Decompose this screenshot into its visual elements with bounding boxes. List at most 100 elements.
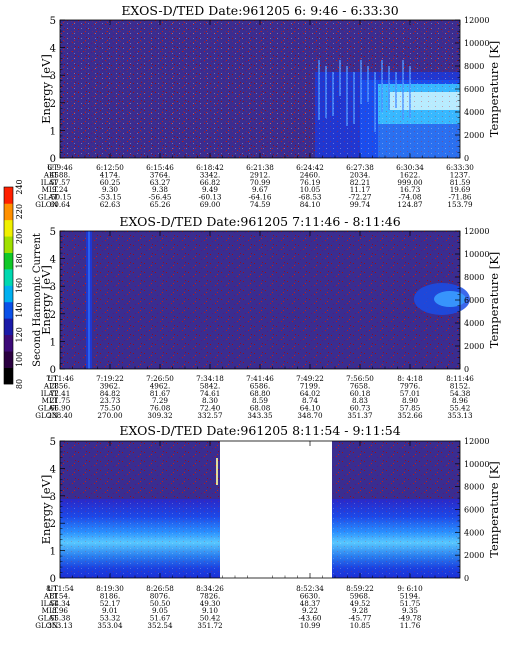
table-cell: 8.96 bbox=[452, 396, 468, 405]
table-cell: 6586. bbox=[250, 381, 271, 390]
table-cell: 57.85 bbox=[400, 404, 421, 413]
row-label: ALT bbox=[43, 381, 58, 390]
y2-tick-label: 2000 bbox=[464, 342, 484, 351]
table-cell: 8.74 bbox=[302, 396, 318, 405]
y-tick-label: 4 bbox=[50, 44, 56, 55]
table-cell: -68.53 bbox=[298, 193, 321, 202]
table-cell: 332.57 bbox=[197, 411, 223, 420]
table-cell: 3962. bbox=[100, 381, 121, 390]
panel-2: EXOS-D/TED Date:961205 7:11:46 - 8:11:46… bbox=[35, 214, 501, 420]
table-cell: 57.57 bbox=[50, 178, 71, 187]
table-cell: 53.32 bbox=[100, 614, 121, 623]
table-cell: 7:49:22 bbox=[296, 374, 324, 383]
table-cell: 84.82 bbox=[100, 389, 121, 398]
table-cell: 8.96 bbox=[52, 606, 68, 615]
table-cell: 51.67 bbox=[150, 614, 171, 623]
table-cell: 8.30 bbox=[202, 396, 218, 405]
row-label: ILAT bbox=[41, 389, 58, 398]
table-cell: 351.72 bbox=[197, 621, 222, 630]
table-cell: 66.90 bbox=[50, 404, 71, 413]
spectrogram bbox=[60, 441, 460, 578]
table-cell: 6:24:42 bbox=[296, 163, 324, 172]
y-tick-label: 0 bbox=[50, 365, 56, 376]
table-cell: 7:56:50 bbox=[346, 374, 374, 383]
colorbar-tick-label: 80 bbox=[15, 379, 24, 389]
table-cell: 2460. bbox=[300, 170, 321, 179]
table-cell: 8:34:26 bbox=[196, 584, 224, 593]
colorbar-cell bbox=[4, 187, 13, 204]
y-tick-label: 1 bbox=[50, 337, 56, 348]
table-cell: -60.13 bbox=[198, 193, 221, 202]
table-cell: 5968. bbox=[350, 591, 371, 600]
table-cell: 9.24 bbox=[52, 185, 68, 194]
table-cell: 74.61 bbox=[200, 389, 221, 398]
table-cell: 48.37 bbox=[300, 599, 321, 608]
colorbar-cell bbox=[4, 269, 13, 286]
table-cell: 64.02 bbox=[300, 389, 321, 398]
table-cell: 6:33:30 bbox=[446, 163, 474, 172]
table-cell: 60.18 bbox=[350, 389, 371, 398]
y2-tick-label: 4000 bbox=[464, 528, 484, 537]
table-cell: -49.78 bbox=[398, 614, 421, 623]
colorbar-cell bbox=[4, 236, 13, 253]
y2-tick-label: 0 bbox=[464, 154, 469, 163]
table-cell: 51.75 bbox=[400, 599, 421, 608]
colorbar-tick-label: 200 bbox=[15, 229, 24, 244]
y2-tick-label: 12000 bbox=[464, 16, 489, 25]
table-cell: 19.69 bbox=[450, 185, 471, 194]
table-cell: 49.30 bbox=[200, 599, 221, 608]
y2-tick-label: 12000 bbox=[464, 437, 489, 446]
y-tick-label: 3 bbox=[50, 282, 56, 293]
table-cell: 8:52:34 bbox=[296, 584, 324, 593]
table-cell: 4174. bbox=[100, 170, 121, 179]
colorbar-cell bbox=[4, 203, 13, 221]
table-cell: 64.10 bbox=[300, 404, 321, 413]
y2-tick-label: 6000 bbox=[464, 85, 484, 94]
table-cell: 353.13 bbox=[47, 621, 73, 630]
row-label: UT bbox=[47, 584, 58, 593]
table-cell: 7:19:22 bbox=[96, 374, 124, 383]
table-cell: 10.85 bbox=[350, 621, 371, 630]
table-cell: 76.19 bbox=[300, 178, 321, 187]
table-cell: 8:11:54 bbox=[46, 584, 74, 593]
table-cell: 50.42 bbox=[200, 614, 221, 623]
table-cell: 270.00 bbox=[97, 411, 123, 420]
table-cell: 6:12:50 bbox=[96, 163, 124, 172]
table-cell: 8154. bbox=[50, 591, 71, 600]
table-cell: 8:11:46 bbox=[446, 374, 474, 383]
table-cell: -64.16 bbox=[248, 193, 271, 202]
table-cell: 8.59 bbox=[252, 396, 268, 405]
y-tick-label: 5 bbox=[50, 16, 56, 27]
colorbar-cell bbox=[4, 318, 13, 336]
colorbar-tick-label: 120 bbox=[15, 327, 24, 342]
y-axis-label: Energy [eV] bbox=[39, 265, 53, 335]
panel-3: EXOS-D/TED Date:961205 8:11:54 - 9:11:54… bbox=[35, 423, 501, 630]
colorbar-label: Second Harmonic Current bbox=[32, 233, 43, 367]
table-cell: 6:30:34 bbox=[396, 163, 424, 172]
table-cell: 6: 9:46 bbox=[47, 163, 73, 172]
table-cell: 11.76 bbox=[400, 621, 421, 630]
table-cell: 9.38 bbox=[152, 185, 168, 194]
colorbar-frame bbox=[3, 186, 14, 385]
colorbar-tick-label: 180 bbox=[15, 253, 24, 268]
table-cell: 9.28 bbox=[352, 606, 368, 615]
table-cell: 50.50 bbox=[150, 599, 171, 608]
table-cell: 8:26:58 bbox=[146, 584, 174, 593]
spectrogram bbox=[60, 231, 470, 369]
spectrogram-band-core bbox=[434, 291, 466, 307]
row-label: MLT bbox=[42, 185, 59, 194]
table-cell: 3764. bbox=[150, 170, 171, 179]
y2-tick-label: 8000 bbox=[464, 273, 484, 282]
table-cell: 62.63 bbox=[100, 200, 121, 209]
table-cell: 8: 4:18 bbox=[397, 374, 423, 383]
table-cell: 2034. bbox=[350, 170, 371, 179]
row-label: GLON bbox=[35, 200, 58, 209]
y-tick-label: 1 bbox=[50, 126, 56, 137]
table-cell: 9.67 bbox=[252, 185, 268, 194]
y2-axis-label: Temperature [K] bbox=[487, 41, 501, 138]
table-cell: 8:19:30 bbox=[96, 584, 124, 593]
spectrogram-column bbox=[88, 231, 90, 369]
table-cell: -45.77 bbox=[348, 614, 371, 623]
table-cell: 9.05 bbox=[152, 606, 168, 615]
table-cell: 351.37 bbox=[347, 411, 373, 420]
